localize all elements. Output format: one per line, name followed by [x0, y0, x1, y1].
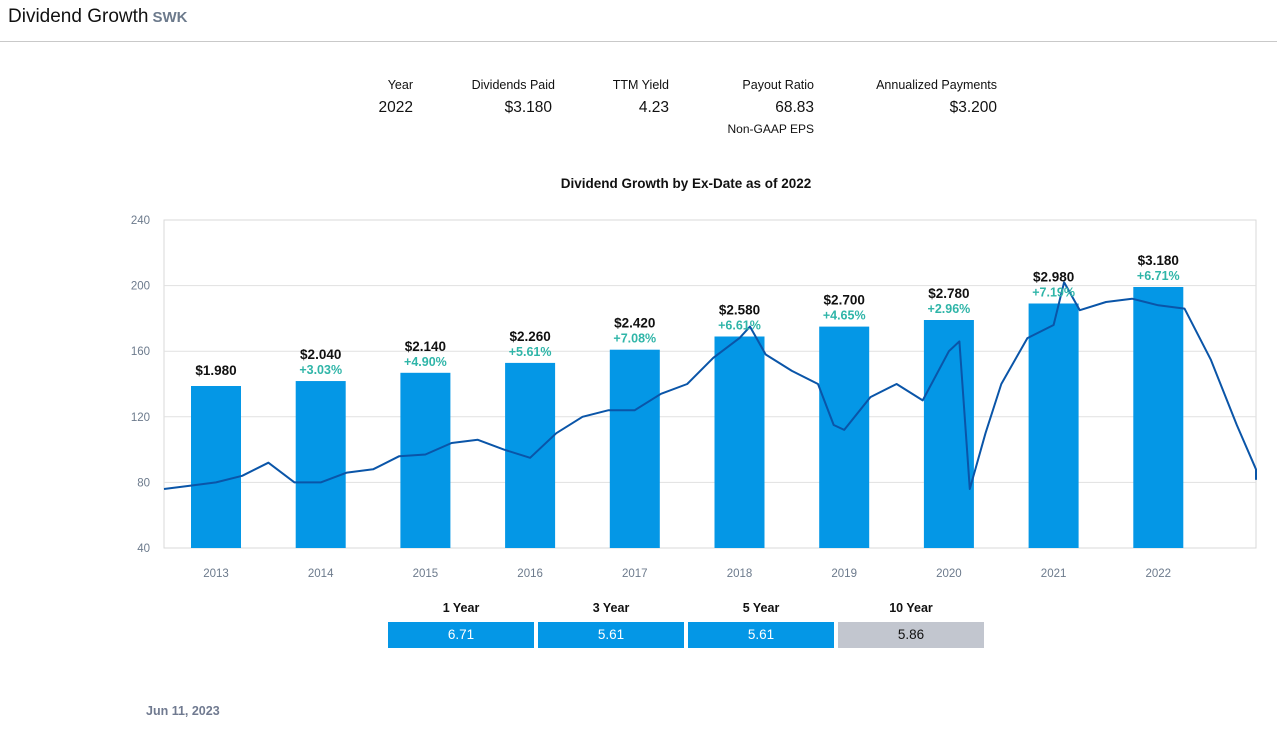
bar-value-label: $2.700 — [824, 293, 865, 308]
period-label: 3 Year — [592, 601, 630, 615]
x-tick-label: 2017 — [622, 568, 648, 580]
y-tick-label: 40 — [137, 543, 150, 555]
period-label: 10 Year — [889, 601, 933, 615]
y-tick-label: 120 — [131, 412, 150, 424]
stat-year: Year 2022 — [368, 78, 413, 117]
bar-growth-label: +7.19% — [1032, 286, 1075, 300]
x-tick-label: 2018 — [727, 568, 753, 580]
bar-value-label: $2.040 — [300, 347, 341, 362]
bar-value-label: $2.260 — [509, 329, 550, 344]
bar-value-label: $2.780 — [928, 286, 969, 301]
stat-dividends: Dividends Paid $3.180 — [452, 78, 555, 117]
dividend-bar — [1028, 303, 1079, 548]
dividend-bar — [609, 349, 660, 548]
bar-value-label: $3.180 — [1138, 253, 1179, 268]
stat-payout-label: Payout Ratio — [742, 78, 814, 92]
dividend-bar — [714, 336, 765, 548]
stat-annualized: Annualized Payments $3.200 — [848, 78, 997, 117]
y-tick-label: 80 — [137, 477, 150, 489]
stat-dividends-value: $3.180 — [504, 99, 552, 116]
period-value[interactable]: 5.86 — [838, 622, 984, 648]
y-tick-label: 160 — [131, 346, 150, 358]
y-tick-label: 200 — [131, 281, 150, 293]
period-value[interactable]: 5.61 — [538, 622, 684, 648]
x-tick-label: 2020 — [936, 568, 962, 580]
period-value[interactable]: 5.61 — [688, 622, 834, 648]
header-bar: Dividend Growth SWK — [0, 0, 1277, 42]
period-label: 5 Year — [742, 601, 780, 615]
x-tick-label: 2022 — [1146, 568, 1172, 580]
bar-value-label: $2.140 — [405, 339, 446, 354]
stat-annualized-label: Annualized Payments — [876, 78, 997, 92]
dividend-bar — [295, 381, 346, 548]
x-tick-label: 2014 — [308, 568, 334, 580]
stat-yield-value: 4.23 — [638, 99, 669, 116]
bar-growth-label: +4.90% — [404, 355, 447, 369]
period-1-year: 1 Year 6.71 — [388, 600, 534, 648]
stat-yield: TTM Yield 4.23 — [596, 78, 669, 117]
dividend-bar — [819, 326, 870, 548]
stat-payout-sub: Non-GAAP EPS — [727, 122, 814, 136]
bar-growth-label: +2.96% — [928, 302, 971, 316]
bar-value-label: $2.420 — [614, 316, 655, 331]
period-3-year: 3 Year 5.61 — [538, 600, 684, 648]
dividend-bar — [1133, 287, 1184, 548]
footer-date: Jun 11, 2023 — [146, 704, 220, 718]
bar-value-label: $2.580 — [719, 303, 760, 318]
bar-value-label: $1.980 — [195, 363, 236, 378]
period-label: 1 Year — [442, 601, 480, 615]
dividend-growth-chart: 240 200 160 120 80 40 $1.980 $2.040+3.03% $2.140… — [131, 215, 1257, 580]
x-tick-label: 2019 — [831, 568, 857, 580]
bar-growth-label: +3.03% — [299, 363, 342, 377]
stat-year-value: 2022 — [378, 99, 413, 116]
stat-annualized-value: $3.200 — [949, 99, 997, 116]
bar-value-label: $2.980 — [1033, 270, 1074, 285]
bar-growth-label: +7.08% — [613, 332, 656, 346]
x-tick-label: 2015 — [413, 568, 439, 580]
stat-dividends-label: Dividends Paid — [471, 78, 555, 92]
ticker-symbol: SWK — [152, 9, 188, 26]
x-tick-label: 2021 — [1041, 568, 1067, 580]
page-title-text: Dividend Growth — [8, 6, 149, 27]
x-tick-label: 2013 — [203, 568, 229, 580]
x-tick-label: 2016 — [517, 568, 543, 580]
period-5-year: 5 Year 5.61 — [688, 600, 834, 648]
dividend-bar — [505, 362, 556, 548]
stat-payout: Payout Ratio 68.83 Non-GAAP EPS — [704, 78, 814, 136]
y-tick-label: 240 — [131, 215, 150, 227]
bar-growth-label: +6.61% — [718, 319, 761, 333]
dividend-bar — [191, 386, 241, 548]
dividend-bar — [400, 372, 451, 548]
period-value[interactable]: 6.71 — [388, 622, 534, 648]
bar-growth-label: +4.65% — [823, 309, 866, 323]
stat-year-label: Year — [387, 78, 413, 92]
page-title: Dividend Growth SWK — [8, 6, 187, 28]
period-10-year: 10 Year 5.86 — [838, 600, 984, 648]
chart-title: Dividend Growth by Ex-Date as of 2022 — [560, 176, 812, 191]
price-line — [163, 281, 1257, 490]
bar-growth-label: +6.71% — [1137, 269, 1180, 283]
stat-yield-label: TTM Yield — [612, 78, 669, 92]
bar-growth-label: +5.61% — [509, 345, 552, 359]
plot-frame — [163, 219, 1257, 549]
stat-payout-value: 68.83 — [775, 99, 814, 116]
